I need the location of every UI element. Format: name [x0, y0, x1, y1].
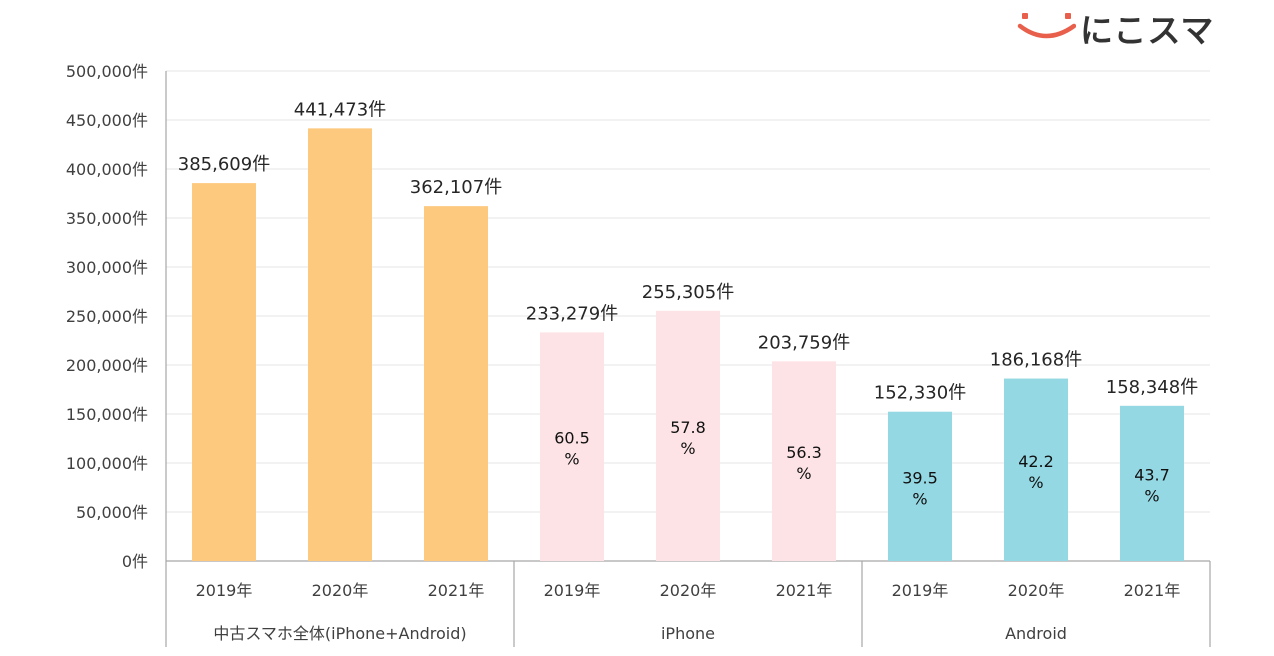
- y-tick-label: 300,000件: [66, 258, 148, 277]
- y-tick-label: 500,000件: [66, 62, 148, 81]
- brand-name: にこスマ: [1080, 11, 1215, 50]
- x-tick-label: 2021年: [1124, 581, 1181, 600]
- data-label: 203,759件: [758, 332, 850, 353]
- x-tick-label: 2020年: [1008, 581, 1065, 600]
- x-tick-label: 2019年: [544, 581, 601, 600]
- y-tick-label: 250,000件: [66, 307, 148, 326]
- brand-logo: にこスマ: [1016, 2, 1216, 50]
- bar: [1120, 405, 1184, 561]
- bar: [540, 332, 604, 561]
- data-label: 186,168件: [990, 350, 1082, 371]
- share-label-unit: %: [912, 489, 927, 508]
- share-label-unit: %: [1028, 473, 1043, 492]
- bar: [888, 411, 952, 561]
- y-tick-label: 50,000件: [76, 503, 148, 522]
- bar: [656, 310, 720, 561]
- bar: [308, 128, 372, 562]
- logo-eye-left: [1022, 13, 1028, 19]
- x-tick-label: 2020年: [312, 581, 369, 600]
- share-label-value: 42.2: [1018, 452, 1054, 471]
- bar: [192, 183, 256, 561]
- share-label-value: 56.3: [786, 443, 822, 462]
- data-label: 152,330件: [874, 383, 966, 404]
- share-label-value: 57.8: [670, 418, 706, 437]
- x-tick-label: 2019年: [892, 581, 949, 600]
- y-tick-label: 400,000件: [66, 160, 148, 179]
- x-tick-label: 2021年: [776, 581, 833, 600]
- share-label-unit: %: [1144, 486, 1159, 505]
- share-label-value: 39.5: [902, 468, 938, 487]
- y-tick-label: 200,000件: [66, 356, 148, 375]
- share-label-value: 43.7: [1134, 465, 1170, 484]
- x-tick-label: 2019年: [196, 581, 253, 600]
- data-label: 441,473件: [294, 99, 386, 120]
- x-tick-label: 2021年: [428, 581, 485, 600]
- y-tick-label: 0件: [122, 552, 148, 571]
- y-tick-label: 150,000件: [66, 405, 148, 424]
- data-label: 158,348件: [1106, 377, 1198, 398]
- group-label: iPhone: [661, 624, 715, 643]
- group-label: Android: [1005, 624, 1067, 643]
- bar: [1004, 378, 1068, 561]
- data-label: 233,279件: [526, 303, 618, 324]
- smile-icon: [1017, 13, 1077, 39]
- group-label: 中古スマホ全体(iPhone+Android): [213, 624, 466, 643]
- y-tick-label: 450,000件: [66, 111, 148, 130]
- x-tick-label: 2020年: [660, 581, 717, 600]
- share-label-unit: %: [680, 439, 695, 458]
- bar: [424, 206, 488, 562]
- logo-smile: [1017, 23, 1077, 39]
- share-label-unit: %: [796, 464, 811, 483]
- share-label-value: 60.5: [554, 429, 590, 448]
- data-label: 362,107件: [410, 177, 502, 198]
- y-tick-label: 100,000件: [66, 454, 148, 473]
- data-label: 385,609件: [178, 154, 270, 175]
- bar: [772, 361, 836, 561]
- share-label-unit: %: [564, 450, 579, 469]
- y-tick-label: 350,000件: [66, 209, 148, 228]
- logo-eye-right: [1065, 13, 1071, 19]
- data-label: 255,305件: [642, 282, 734, 303]
